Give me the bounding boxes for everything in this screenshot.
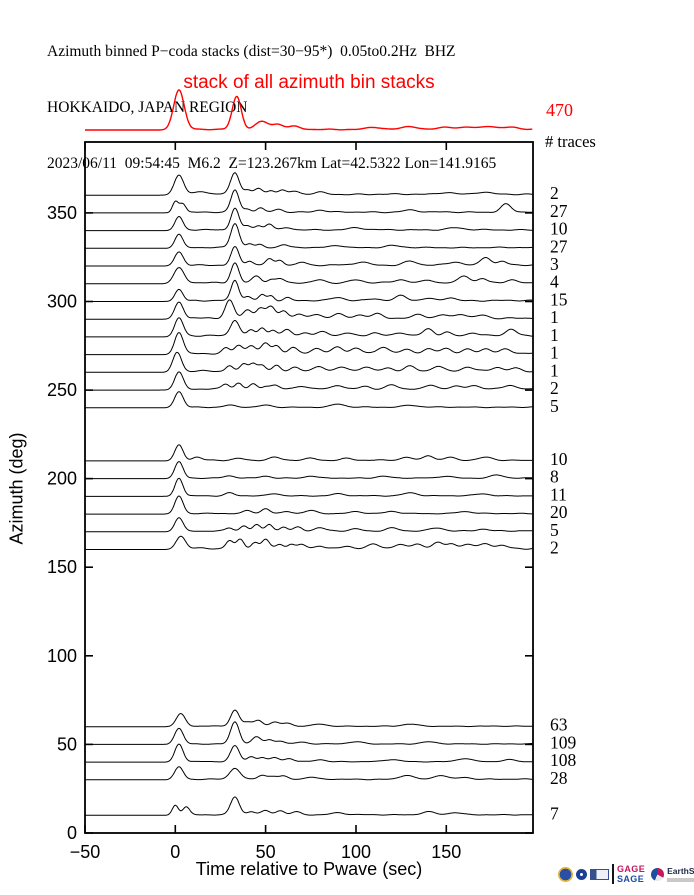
trace-count: 63 (550, 715, 568, 735)
x-tick-label: 0 (170, 842, 180, 862)
plot-box (84, 141, 534, 834)
trace-count: 7 (550, 803, 559, 823)
trace-count: 108 (550, 750, 577, 770)
trace-path (85, 721, 533, 745)
y-tick-label: 50 (57, 734, 77, 754)
trace-path (85, 444, 533, 462)
trace-path (85, 189, 533, 214)
trace-count: 4 (550, 272, 559, 292)
x-tick-label: −50 (70, 842, 101, 862)
earthscope-subtext (667, 878, 694, 882)
gage-sage-wordmark: GAGE SAGE (617, 864, 645, 884)
traces-column-header: # traces (545, 132, 596, 151)
trace-count: 27 (550, 236, 568, 256)
trace-path (85, 766, 533, 781)
y-tick-label: 150 (47, 557, 77, 577)
x-tick-label: 150 (431, 842, 461, 862)
trace-path (85, 709, 533, 728)
small-badge-icon (590, 868, 609, 880)
figure-title-block: Azimuth binned P−coda stacks (dist=30−95… (47, 6, 496, 211)
trace-count: 2 (550, 538, 559, 558)
trace-path (85, 207, 533, 232)
x-tick-label: 100 (341, 842, 371, 862)
sage-label: SAGE (617, 874, 645, 884)
y-tick-label: 0 (67, 823, 77, 843)
trace-path (85, 391, 533, 409)
earthscope-label: EarthScope (667, 866, 694, 876)
y-tick-label: 350 (47, 203, 77, 223)
trace-path (85, 495, 533, 515)
globe-logo-icon (576, 868, 587, 880)
trace-path (85, 517, 533, 533)
earthscope-wordmark: EarthScope (667, 866, 694, 882)
earthscope-logo-icon (651, 867, 665, 881)
trace-count: 20 (550, 502, 568, 522)
y-tick-label: 200 (47, 469, 77, 489)
trace-count: 8 (550, 467, 559, 487)
gage-label: GAGE (617, 864, 646, 874)
trace-path (85, 332, 533, 356)
trace-count: 11 (550, 484, 567, 504)
trace-path (85, 796, 533, 816)
trace-count: 27 (550, 201, 568, 221)
trace-path (85, 317, 533, 338)
trace-path (85, 299, 533, 320)
x-tick-label: 50 (256, 842, 276, 862)
trace-count: 1 (550, 307, 559, 327)
title-line-1: Azimuth binned P−coda stacks (dist=30−95… (47, 43, 456, 61)
trace-count: 10 (550, 219, 568, 239)
logo-divider (612, 864, 614, 884)
stack-trace-count: 470 (546, 100, 573, 120)
x-axis-label: Time relative to Pwave (sec) (195, 859, 423, 879)
trace-count: 2 (550, 183, 559, 203)
trace-path (85, 351, 533, 373)
trace-count: 5 (550, 396, 559, 416)
trace-count: 2 (550, 378, 559, 398)
trace-path (85, 172, 533, 196)
trace-count: 3 (550, 254, 559, 274)
trace-path (85, 743, 533, 763)
y-tick-label: 250 (47, 380, 77, 400)
trace-path (85, 279, 533, 302)
trace-count: 15 (550, 290, 568, 310)
title-line-2: HOKKAIDO, JAPAN REGION (47, 98, 248, 116)
title-line-3: 2023/06/11 09:54:45 M6.2 Z=123.267km Lat… (47, 154, 497, 172)
trace-count: 28 (550, 768, 568, 788)
nsf-logo-icon (558, 866, 573, 882)
trace-path (85, 223, 533, 249)
trace-path (85, 371, 533, 391)
trace-path (85, 262, 533, 285)
trace-path (85, 535, 533, 550)
stack-trace-path (85, 89, 533, 131)
trace-path (85, 461, 533, 480)
trace-count: 1 (550, 360, 559, 380)
trace-count: 1 (550, 343, 559, 363)
trace-count: 10 (550, 449, 568, 469)
footer-logos: GAGE SAGE EarthScope (558, 862, 694, 886)
trace-path (85, 477, 533, 497)
trace-count: 1 (550, 325, 559, 345)
trace-count: 5 (550, 520, 559, 540)
y-tick-label: 100 (47, 646, 77, 666)
stack-subtitle: stack of all azimuth bin stacks (183, 72, 435, 93)
y-tick-label: 300 (47, 292, 77, 312)
trace-count: 109 (550, 732, 577, 752)
trace-path (85, 246, 533, 267)
